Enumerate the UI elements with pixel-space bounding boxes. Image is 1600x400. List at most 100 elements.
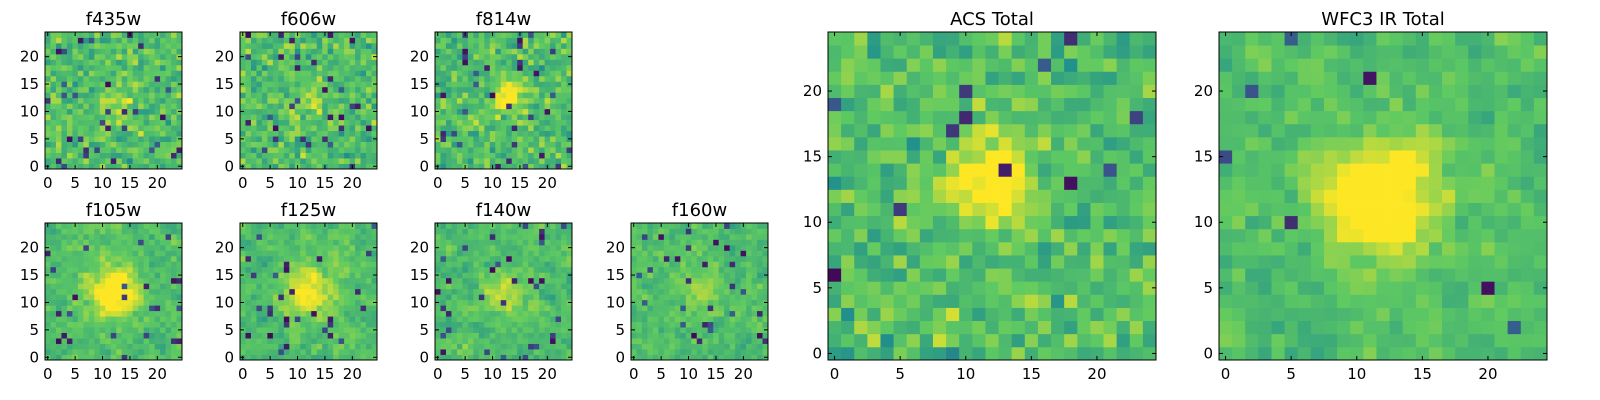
heatmap-cell <box>647 349 654 355</box>
heatmap-cell <box>55 59 62 66</box>
heatmap-cell <box>1064 333 1078 348</box>
heatmap-cell <box>652 239 659 246</box>
heatmap-cell <box>456 59 463 66</box>
heatmap-cell <box>550 163 556 170</box>
heatmap-cell <box>517 338 524 344</box>
heatmap-cell <box>99 125 106 132</box>
heatmap-cell <box>61 261 68 268</box>
heatmap-cell <box>250 294 257 301</box>
heatmap-cell <box>680 233 687 240</box>
heatmap-cell <box>154 81 161 88</box>
heatmap-cell <box>245 86 252 93</box>
heatmap-cell <box>762 250 769 257</box>
heatmap-cell <box>94 147 101 153</box>
heatmap-cell <box>495 338 502 344</box>
heatmap-cell <box>327 32 334 38</box>
heatmap-cell <box>998 346 1013 361</box>
heatmap-cell <box>652 255 659 262</box>
heatmap-cell <box>278 152 285 159</box>
heatmap-cell <box>561 70 567 77</box>
heatmap-cell <box>1103 163 1118 177</box>
heatmap-cell <box>305 97 312 104</box>
heatmap-cell <box>647 327 654 333</box>
heatmap-cell <box>1142 255 1157 269</box>
heatmap-cell <box>445 283 452 290</box>
heatmap-cell <box>171 349 177 355</box>
heatmap-cell <box>724 223 731 229</box>
heatmap-cell <box>77 305 84 312</box>
heatmap-cell <box>127 228 134 235</box>
heatmap-cell <box>489 141 496 148</box>
heatmap-cell <box>561 53 567 60</box>
heatmap-cell <box>171 70 177 77</box>
heatmap-cell <box>50 338 57 344</box>
heatmap-cell <box>751 244 758 251</box>
heatmap-cell <box>663 343 670 350</box>
heatmap-cell <box>740 261 747 268</box>
heatmap-cell <box>88 305 95 312</box>
heatmap-cell <box>561 283 567 290</box>
heatmap-cell <box>127 321 134 328</box>
heatmap-cell <box>550 42 556 49</box>
heatmap-cell <box>735 244 741 251</box>
heatmap-cell <box>462 130 469 137</box>
heatmap-cell <box>240 338 246 344</box>
heatmap-cell <box>740 316 747 323</box>
heatmap-cell <box>165 310 172 317</box>
heatmap-cell <box>735 343 741 350</box>
heatmap-cell <box>451 223 458 229</box>
heatmap-cell <box>550 261 556 268</box>
heatmap-cell <box>110 53 117 60</box>
heatmap-cell <box>506 103 513 110</box>
heatmap-cell <box>751 266 758 273</box>
heatmap-cell <box>663 244 670 251</box>
heatmap-cell <box>88 327 95 333</box>
heatmap-cell <box>757 349 763 355</box>
heatmap-cell <box>55 283 62 290</box>
heatmap-cell <box>349 147 356 153</box>
heatmap-cell <box>61 86 68 93</box>
heatmap-cell <box>919 176 934 190</box>
heatmap-cell <box>854 215 868 230</box>
heatmap-cell <box>484 37 491 44</box>
heatmap-cell <box>724 261 731 268</box>
heatmap-cell <box>435 283 441 290</box>
heatmap-cell <box>539 250 545 257</box>
heatmap-cell <box>366 239 372 246</box>
heatmap-cell <box>713 321 720 328</box>
heatmap-cell <box>105 310 112 317</box>
heatmap-cell <box>272 343 279 350</box>
heatmap-cell <box>544 332 551 339</box>
heatmap-cell <box>245 349 252 355</box>
heatmap-cell <box>349 310 356 317</box>
heatmap-cell <box>631 261 637 268</box>
heatmap-cell <box>121 266 128 273</box>
heatmap-cell <box>544 250 551 257</box>
heatmap-cell <box>663 338 670 344</box>
heatmap-cell <box>272 53 279 60</box>
heatmap-cell <box>143 354 150 361</box>
heatmap-cell <box>539 272 545 279</box>
heatmap-cell <box>127 332 134 339</box>
heatmap-cell <box>729 288 736 295</box>
heatmap-cell <box>149 294 155 301</box>
heatmap-cell <box>674 228 681 235</box>
heatmap-cell <box>489 233 496 240</box>
heatmap-cell <box>355 141 361 148</box>
heatmap-cell <box>636 294 643 301</box>
heatmap-cell <box>544 48 551 55</box>
heatmap-cell <box>440 299 447 306</box>
heatmap-cell <box>636 261 643 268</box>
heatmap-cell <box>132 119 139 126</box>
heatmap-cell <box>316 316 323 323</box>
heatmap-cell <box>83 103 90 110</box>
heatmap-cell <box>99 86 106 93</box>
heatmap-cell <box>45 277 51 284</box>
heatmap-cell <box>631 250 637 257</box>
heatmap-cell <box>116 108 123 115</box>
heatmap-cell <box>371 32 378 38</box>
heatmap-cell <box>171 114 177 121</box>
heatmap-cell <box>278 261 285 268</box>
heatmap-cell <box>294 119 301 126</box>
heatmap-cell <box>893 241 908 256</box>
